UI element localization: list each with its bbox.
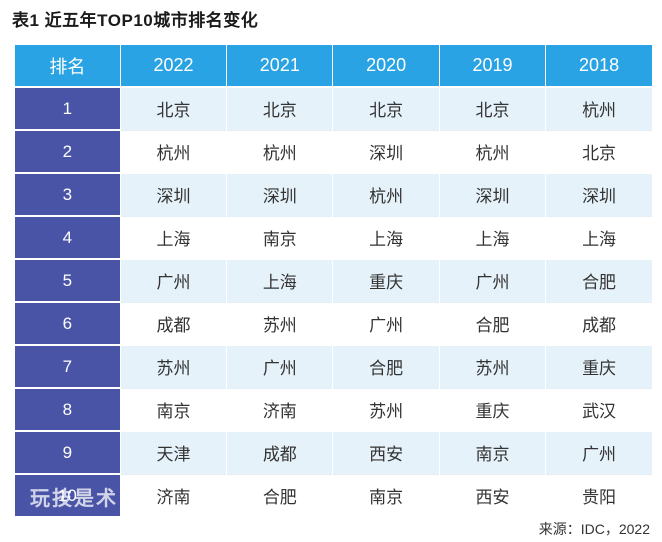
city-cell: 深圳 bbox=[545, 172, 652, 216]
rank-cell: 5 bbox=[15, 258, 121, 302]
city-cell: 西安 bbox=[439, 473, 547, 516]
city-cell: 成都 bbox=[545, 301, 652, 345]
table-row: 1 北京 北京 北京 北京 杭州 bbox=[15, 86, 652, 130]
header-year: 2019 bbox=[439, 45, 547, 87]
city-cell: 合肥 bbox=[545, 258, 652, 302]
table-row: 10 济南 合肥 南京 西安 贵阳 bbox=[15, 473, 652, 516]
city-cell: 成都 bbox=[226, 430, 334, 474]
city-cell: 杭州 bbox=[545, 86, 652, 130]
city-cell: 广州 bbox=[439, 258, 547, 302]
ranking-table-container: 排名 2022 2021 2020 2019 2018 1 北京 北京 北京 北京 杭州 2… bbox=[15, 45, 652, 516]
city-cell: 成都 bbox=[120, 301, 228, 345]
city-cell: 广州 bbox=[545, 430, 652, 474]
city-cell: 深圳 bbox=[226, 172, 334, 216]
header-year: 2021 bbox=[226, 45, 334, 87]
city-cell: 南京 bbox=[439, 430, 547, 474]
table-row: 8 南京 济南 苏州 重庆 武汉 bbox=[15, 387, 652, 431]
city-cell: 天津 bbox=[120, 430, 228, 474]
rank-cell: 9 bbox=[15, 430, 121, 474]
rank-cell: 3 bbox=[15, 172, 121, 216]
table-row: 9 天津 成都 西安 南京 广州 bbox=[15, 430, 652, 474]
city-cell: 南京 bbox=[332, 473, 440, 516]
rank-cell: 2 bbox=[15, 129, 121, 173]
source-note: 来源：IDC，2022 bbox=[538, 521, 650, 537]
city-cell: 苏州 bbox=[439, 344, 547, 388]
table-row: 3 深圳 深圳 杭州 深圳 深圳 bbox=[15, 172, 652, 216]
city-cell: 济南 bbox=[120, 473, 228, 516]
header-year: 2022 bbox=[120, 45, 228, 87]
city-cell: 合肥 bbox=[226, 473, 334, 516]
city-cell: 深圳 bbox=[332, 129, 440, 173]
city-cell: 北京 bbox=[332, 86, 440, 130]
rank-cell: 6 bbox=[15, 301, 121, 345]
city-cell: 苏州 bbox=[226, 301, 334, 345]
city-cell: 杭州 bbox=[332, 172, 440, 216]
city-cell: 深圳 bbox=[120, 172, 228, 216]
city-cell: 杭州 bbox=[439, 129, 547, 173]
table-row: 2 杭州 杭州 深圳 杭州 北京 bbox=[15, 129, 652, 173]
ranking-table: 排名 2022 2021 2020 2019 2018 1 北京 北京 北京 北京 杭州 2… bbox=[15, 45, 652, 516]
rank-cell: 10 bbox=[15, 473, 121, 516]
rank-cell: 7 bbox=[15, 344, 121, 388]
header-rank: 排名 bbox=[15, 45, 121, 87]
city-cell: 重庆 bbox=[332, 258, 440, 302]
city-cell: 重庆 bbox=[545, 344, 652, 388]
table-title: 表1 近五年TOP10城市排名变化 bbox=[12, 11, 259, 30]
header-year: 2018 bbox=[545, 45, 652, 87]
city-cell: 上海 bbox=[120, 215, 228, 259]
city-cell: 苏州 bbox=[120, 344, 228, 388]
city-cell: 杭州 bbox=[120, 129, 228, 173]
rank-cell: 1 bbox=[15, 86, 121, 130]
table-row: 7 苏州 广州 合肥 苏州 重庆 bbox=[15, 344, 652, 388]
rank-cell: 4 bbox=[15, 215, 121, 259]
city-cell: 上海 bbox=[439, 215, 547, 259]
city-cell: 广州 bbox=[332, 301, 440, 345]
header-year: 2020 bbox=[332, 45, 440, 87]
city-cell: 武汉 bbox=[545, 387, 652, 431]
table-row: 5 广州 上海 重庆 广州 合肥 bbox=[15, 258, 652, 302]
city-cell: 北京 bbox=[226, 86, 334, 130]
city-cell: 杭州 bbox=[226, 129, 334, 173]
table-row: 4 上海 南京 上海 上海 上海 bbox=[15, 215, 652, 259]
city-cell: 广州 bbox=[120, 258, 228, 302]
city-cell: 上海 bbox=[332, 215, 440, 259]
city-cell: 贵阳 bbox=[545, 473, 652, 516]
city-cell: 南京 bbox=[226, 215, 334, 259]
city-cell: 重庆 bbox=[439, 387, 547, 431]
table-row: 6 成都 苏州 广州 合肥 成都 bbox=[15, 301, 652, 345]
city-cell: 北京 bbox=[545, 129, 652, 173]
city-cell: 合肥 bbox=[332, 344, 440, 388]
city-cell: 合肥 bbox=[439, 301, 547, 345]
city-cell: 苏州 bbox=[332, 387, 440, 431]
rank-cell: 8 bbox=[15, 387, 121, 431]
city-cell: 北京 bbox=[120, 86, 228, 130]
city-cell: 南京 bbox=[120, 387, 228, 431]
city-cell: 北京 bbox=[439, 86, 547, 130]
city-cell: 上海 bbox=[545, 215, 652, 259]
city-cell: 济南 bbox=[226, 387, 334, 431]
city-cell: 上海 bbox=[226, 258, 334, 302]
city-cell: 西安 bbox=[332, 430, 440, 474]
city-cell: 广州 bbox=[226, 344, 334, 388]
header-row: 排名 2022 2021 2020 2019 2018 bbox=[15, 45, 652, 87]
city-cell: 深圳 bbox=[439, 172, 547, 216]
